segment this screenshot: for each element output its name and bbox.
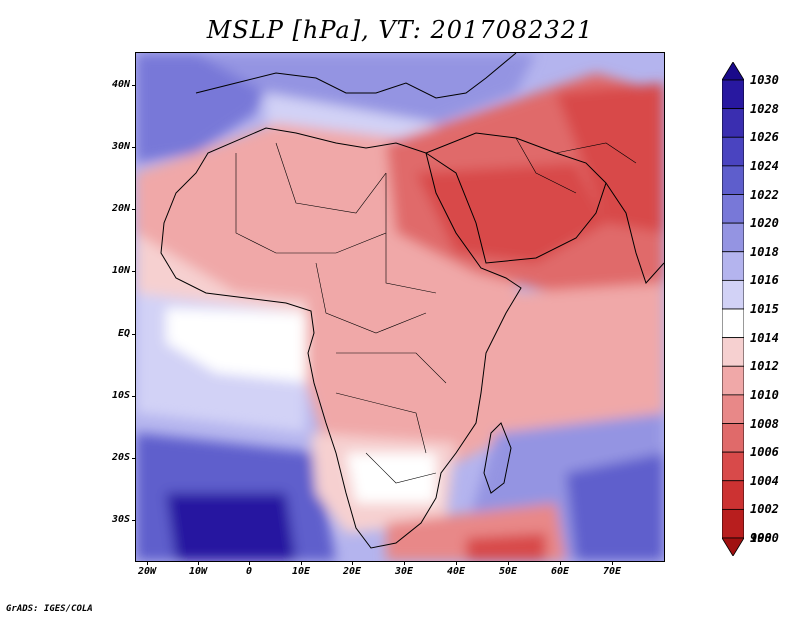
lon-tick [456, 561, 457, 565]
colorbar-swatch [722, 451, 744, 482]
colorbar-swatch [722, 308, 744, 339]
colorbar-swatch [722, 423, 744, 453]
field-gulf-white [166, 308, 311, 383]
field-south-atlantic-core [166, 493, 296, 561]
colorbar-label: 1008 [750, 416, 779, 431]
field-southern-low-core [466, 533, 546, 561]
pressure-field-map [136, 53, 664, 561]
colorbar-label: 1018 [750, 244, 779, 259]
lat-label-10n: 10N [111, 265, 130, 276]
lon-tick [147, 561, 148, 565]
lat-label-20n: 20N [111, 203, 130, 214]
grads-credit: GrADS: IGES/COLA [6, 604, 93, 614]
colorbar-bottom-arrow [722, 537, 744, 556]
field-indian-ocean [516, 283, 664, 433]
colorbar-swatch [722, 394, 744, 424]
lat-label-30n: 30N [111, 141, 130, 152]
field-indian-high [566, 453, 664, 561]
lon-tick [249, 561, 250, 565]
colorbar-swatch [722, 194, 744, 224]
lat-label-30s: 30S [111, 514, 130, 525]
coastline-madagascar [483, 422, 512, 494]
lat-tick [132, 396, 136, 397]
lon-tick [508, 561, 509, 565]
colorbar-swatch [722, 222, 744, 253]
lon-label-50e: 50E [498, 566, 518, 577]
colorbar-swatch [722, 480, 744, 510]
colorbar-label: 1004 [750, 473, 779, 488]
field-east-africa [306, 203, 516, 483]
field-iran-low [556, 83, 664, 233]
colorbar-label: 1016 [750, 273, 779, 288]
colorbar-swatch [722, 337, 744, 367]
colorbar-label: 1024 [750, 158, 779, 173]
lon-label-10e: 10E [291, 566, 311, 577]
colorbar-label: 1028 [750, 101, 779, 116]
country-borders [235, 137, 637, 484]
field-europe-blue [196, 53, 536, 123]
colorbar-swatch [722, 251, 744, 281]
colorbar-label: 1022 [750, 187, 779, 202]
lon-tick [301, 561, 302, 565]
field-arabian-core [416, 163, 606, 263]
coastline-africa [160, 127, 522, 549]
colorbar-swatch [722, 108, 744, 138]
lon-label-0: 0 [245, 566, 253, 577]
colorbar-label: 1000 [750, 531, 779, 545]
colorbar-label: 1012 [750, 359, 779, 374]
lon-tick [404, 561, 405, 565]
lon-tick [560, 561, 561, 565]
colorbar-swatch [722, 79, 744, 110]
colorbar-label: 1014 [750, 330, 779, 345]
map-frame [135, 52, 665, 562]
colorbar-label: 1010 [750, 387, 779, 402]
colorbar-label: 1026 [750, 130, 779, 145]
map-title: MSLP [hPa], VT: 2017082321 [206, 16, 594, 44]
colorbar-label: 1015 [750, 302, 779, 316]
coastline-india [605, 182, 664, 284]
lat-tick [132, 147, 136, 148]
lon-label-30e: 30E [394, 566, 414, 577]
colorbar-swatch [722, 279, 744, 310]
lat-tick [132, 85, 136, 86]
colorbar-swatch [722, 136, 744, 167]
coastline-europe [195, 53, 517, 99]
lat-label-20s: 20S [111, 452, 130, 463]
lon-tick [612, 561, 613, 565]
colorbar-swatch [722, 365, 744, 396]
lat-label-eq: EQ [117, 328, 130, 339]
lon-label-20e: 20E [342, 566, 362, 577]
colorbar-label: 1006 [750, 445, 779, 460]
lat-tick [132, 458, 136, 459]
colorbar [722, 62, 744, 556]
lat-tick [132, 520, 136, 521]
lat-label-10s: 10S [111, 390, 130, 401]
colorbar-label: 998 [750, 531, 772, 545]
lon-label-40e: 40E [446, 566, 466, 577]
lat-tick [132, 209, 136, 210]
lat-tick [132, 334, 136, 335]
lat-label-40n: 40N [111, 79, 130, 90]
lon-tick [198, 561, 199, 565]
colorbar-label: 1030 [750, 73, 779, 87]
lon-label-20w: 20W [137, 566, 157, 577]
colorbar-label: 1020 [750, 216, 779, 231]
lon-label-10w: 10W [188, 566, 208, 577]
lon-label-70e: 70E [602, 566, 622, 577]
colorbar-swatch [722, 165, 744, 195]
colorbar-swatch [722, 508, 744, 539]
colorbar-top-arrow [722, 62, 744, 81]
lon-label-60e: 60E [550, 566, 570, 577]
field-atlantic-high [136, 53, 276, 163]
colorbar-label: 1002 [750, 502, 779, 517]
lat-tick [132, 271, 136, 272]
lon-tick [352, 561, 353, 565]
